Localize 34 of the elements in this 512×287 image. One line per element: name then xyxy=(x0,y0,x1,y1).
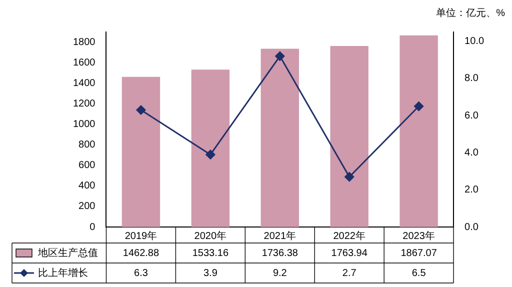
y-tick-label: 1000 xyxy=(72,119,96,130)
y-tick-label: 1600 xyxy=(72,58,96,69)
y2-tick-label: 6.0 xyxy=(464,110,479,122)
y-tick-label: 600 xyxy=(78,160,96,172)
x-tick-label: 2019年 xyxy=(124,230,158,242)
x-tick-label: 2021年 xyxy=(264,230,296,242)
x-tick-label: 2020年 xyxy=(194,230,227,242)
data-label: 9.2 xyxy=(272,268,288,279)
data-label: 1462.88 xyxy=(122,248,160,259)
data-label: 2.7 xyxy=(342,268,357,279)
data-label: 1736.38 xyxy=(262,248,298,259)
y-tick-label: 1400 xyxy=(72,78,96,90)
y2-tick-label: 4.0 xyxy=(464,147,479,158)
legend-label: 地区生产总值 xyxy=(37,246,98,259)
data-label: 1533.16 xyxy=(192,248,229,259)
data-label: 1867.07 xyxy=(400,248,438,259)
data-label: 6.5 xyxy=(412,268,426,279)
text: 单位：亿元、% xyxy=(436,6,506,19)
data-label: 1763.94 xyxy=(331,248,368,259)
data-label: 3.9 xyxy=(203,268,218,279)
y2-tick-label: 2.0 xyxy=(464,184,479,196)
y2-tick-label: 0.0 xyxy=(464,222,479,233)
x-tick-label: 2022年 xyxy=(333,230,366,242)
y-tick-label: 0 xyxy=(90,222,96,233)
y-tick-label: 200 xyxy=(78,201,96,212)
data-label: 6.3 xyxy=(134,268,148,279)
y-tick-label: 400 xyxy=(78,180,96,192)
y-tick-label: 1800 xyxy=(72,37,96,48)
y-tick-label: 800 xyxy=(78,140,96,151)
legend-label: 比上年增长 xyxy=(38,266,88,279)
y-tick-label: 1200 xyxy=(72,98,96,110)
y2-tick-label: 8.0 xyxy=(464,73,479,84)
y2-tick-label: 10.0 xyxy=(464,36,484,48)
x-tick-label: 2023年 xyxy=(402,230,435,242)
